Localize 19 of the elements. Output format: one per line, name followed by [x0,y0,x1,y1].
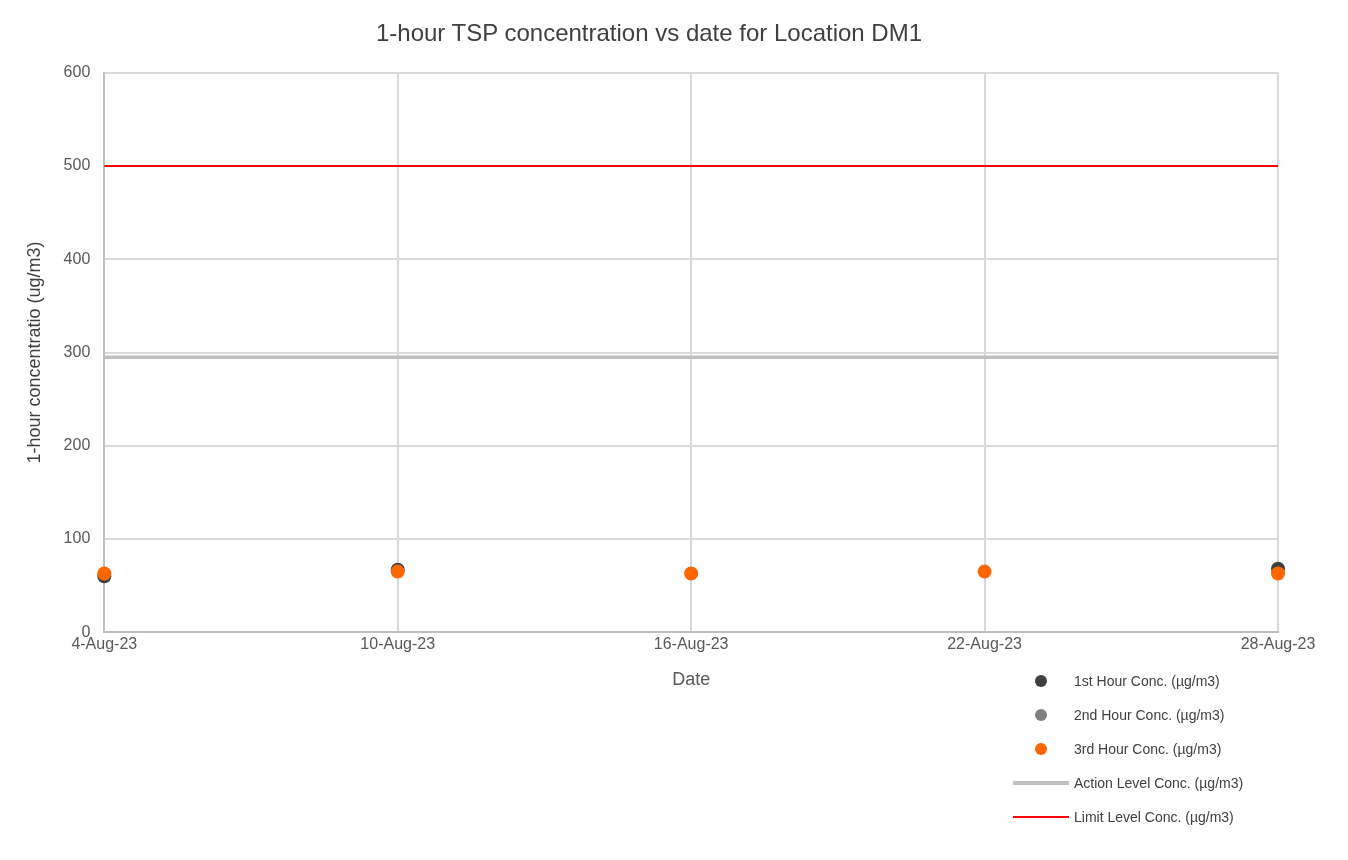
x-tick-label: 22-Aug-23 [947,635,1023,653]
legend-label: 3rd Hour Conc. (µg/m3) [1074,741,1222,757]
y-tick-label: 500 [63,156,91,174]
x-axis-title: Date [672,669,711,690]
legend-label: Action Level Conc. (µg/m3) [1074,775,1244,791]
chart-title: 1-hour TSP concentration vs date for Location DM1 [375,19,923,47]
legend-label: Limit Level Conc. (µg/m3) [1074,809,1234,825]
legend-label: 2nd Hour Conc. (µg/m3) [1074,707,1225,723]
x-tick-label: 16-Aug-23 [653,635,729,653]
x-tick-label: 4-Aug-23 [71,635,138,653]
y-axis-title: 1-hour concentratio (ug/m3) [23,241,44,464]
y-tick-label: 100 [63,529,91,547]
legend-label: 1st Hour Conc. (µg/m3) [1074,673,1220,689]
x-tick-label: 28-Aug-23 [1240,635,1316,653]
y-tick-label: 200 [63,436,91,454]
y-tick-label: 400 [63,249,91,267]
y-tick-label: 600 [63,63,91,81]
y-tick-label: 300 [63,342,91,360]
x-tick-label: 10-Aug-23 [360,635,436,653]
